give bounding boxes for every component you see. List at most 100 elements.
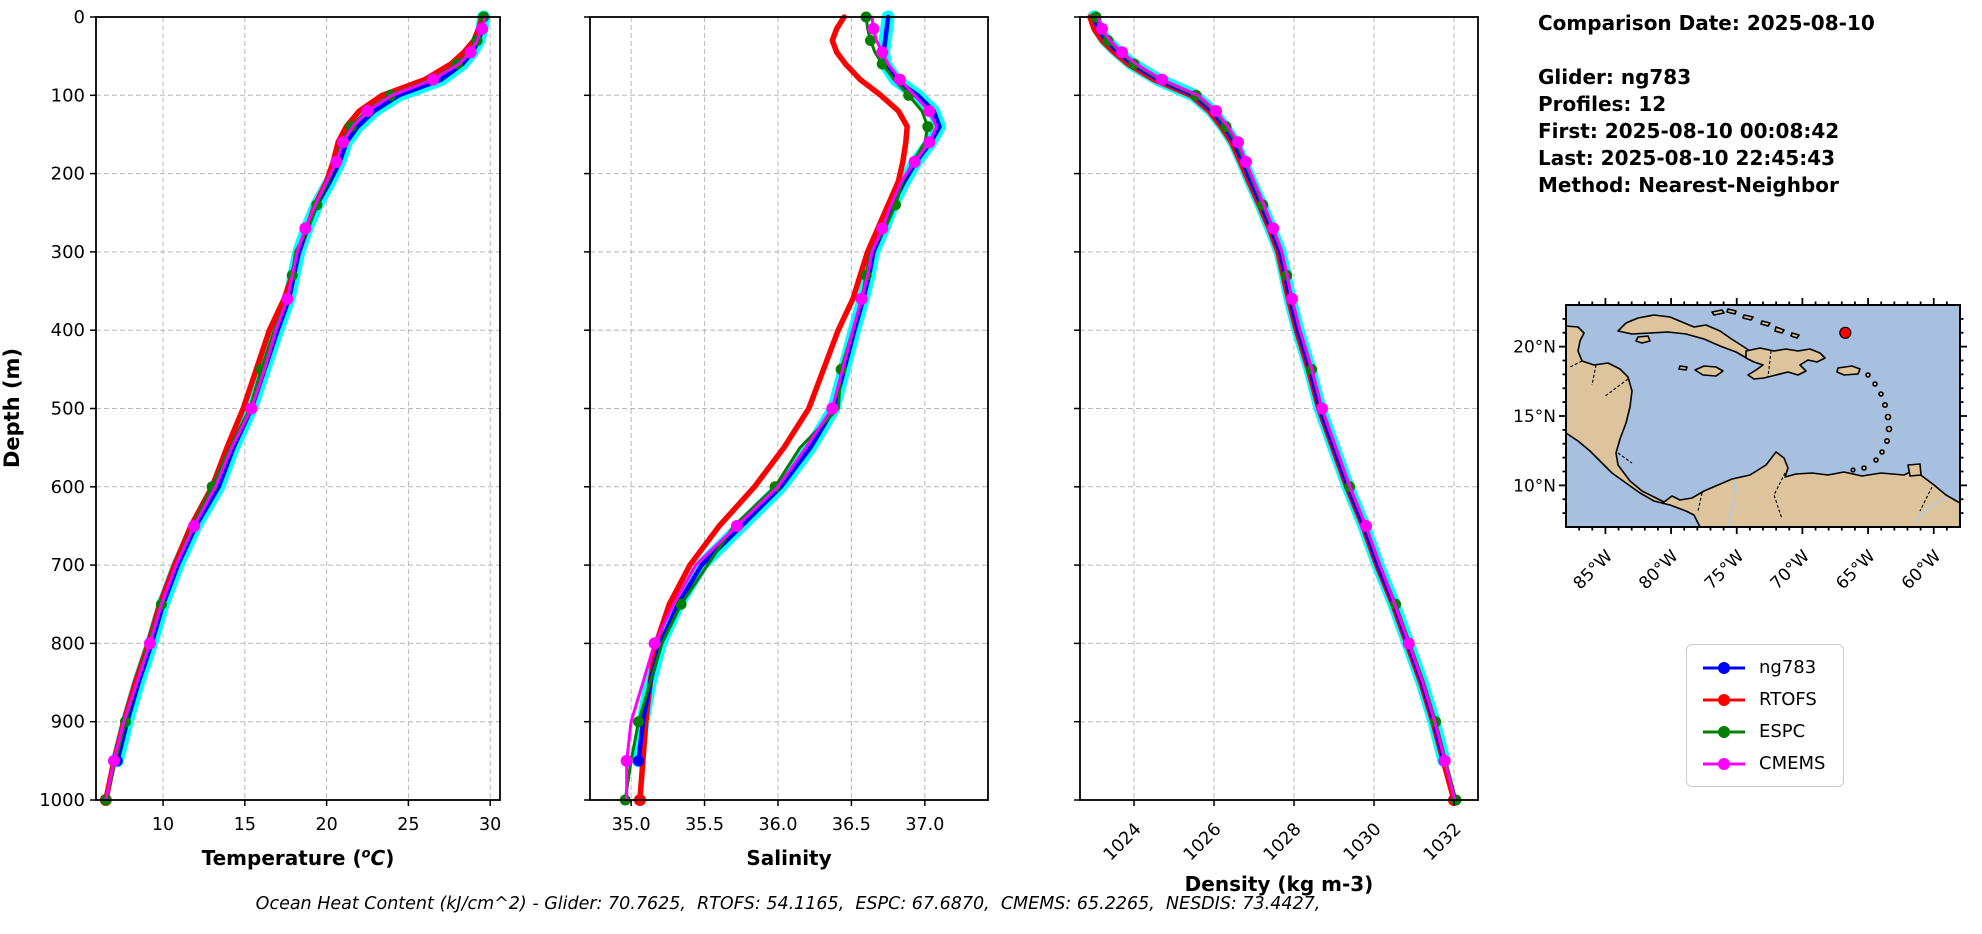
salinity-glider-envelope (632, 10, 946, 768)
legend-label: ESPC (1759, 721, 1806, 742)
location-map-canvas: 85°W 80°W 75°W 70°W 65°W 60°W 20°N 15°N 10°N (1513, 298, 1967, 594)
temperature-axis-label-prefix: Temperature ( (201, 846, 362, 870)
map-country-borders (1569, 350, 1933, 520)
ng783-legend-swatch-icon (1703, 661, 1745, 674)
density-xtick-label: 1030 (1340, 819, 1386, 865)
CMEMS-density-marker (1210, 104, 1222, 117)
density-profile-plot: 1024 1026 1028 1030 1032 (1074, 10, 1479, 865)
glider-location-marker (1839, 326, 1852, 339)
density-ticks (1074, 16, 1455, 806)
temperature-xtick-label: 15 (234, 815, 256, 835)
location-map: 85°W 80°W 75°W 70°W 65°W 60°W 20°N 15°N 10°N (1513, 298, 1967, 594)
map-lesser-antilles (1850, 372, 1893, 473)
rtofs-legend-swatch-icon (1703, 693, 1745, 706)
depth-tick-label: 500 (51, 399, 85, 420)
CMEMS-salinity-marker (855, 292, 868, 305)
CMEMS-salinity-marker (867, 22, 880, 35)
legend-item-rtofs: RTOFS (1701, 689, 1825, 710)
salinity-xtick-label: 36.5 (832, 815, 871, 835)
CMEMS-temperature-marker (245, 402, 258, 415)
temperature-axis-label-suffix: ) (385, 846, 395, 870)
CMEMS-salinity-marker (923, 136, 936, 149)
CMEMS-salinity-marker (826, 402, 839, 415)
salinity-xtick-label: 35.5 (685, 815, 724, 835)
CMEMS-density-marker (1096, 22, 1108, 35)
CMEMS-salinity-marker (876, 46, 889, 59)
salinity-xtick-label: 36.0 (759, 815, 798, 835)
map-latitude-label: 10°N (1513, 476, 1556, 496)
comparison-info-block: Comparison Date: 2025-08-10 Glider: ng78… (1538, 10, 1875, 199)
depth-tick-label: 100 (51, 85, 85, 106)
CMEMS-density-marker (1116, 46, 1128, 59)
espc-legend-swatch-icon (1703, 725, 1745, 738)
cmems-legend-swatch-icon (1703, 757, 1745, 770)
ESPC-salinity-marker (922, 121, 934, 133)
CMEMS-salinity-marker (620, 754, 633, 767)
map-isla-juventud (1635, 335, 1651, 344)
CMEMS-density-marker (1267, 222, 1280, 235)
legend: ng783 RTOFS ESPC CMEMS (1686, 644, 1845, 787)
info-spacer (1538, 37, 1875, 64)
CMEMS-density-marker (1240, 155, 1252, 168)
depth-tick-label: 200 (51, 164, 85, 185)
temperature-axis-label: Temperature (oC) (202, 846, 395, 870)
temperature-glider-envelope (110, 10, 491, 768)
depth-tick-label: 400 (51, 320, 85, 341)
temperature-axis-label-unit: C (370, 846, 386, 870)
map-longitude-label: 75°W (1701, 546, 1748, 593)
depth-tick-label: 700 (51, 555, 85, 576)
ng783-temperature-line (115, 14, 486, 764)
CMEMS-temperature-marker (336, 136, 349, 149)
CMEMS-salinity-marker (730, 519, 743, 532)
density-glider-envelope (1087, 10, 1451, 768)
map-tick-marks (1559, 298, 1967, 534)
CMEMS-temperature-marker (188, 519, 201, 532)
CMEMS-density-marker (1156, 73, 1168, 86)
map-hispaniola (1745, 347, 1826, 380)
CMEMS-temperature-marker (330, 155, 343, 168)
ocean-heat-content-text: Ocean Heat Content (kJ/cm^2) - Glider: 7… (255, 894, 1321, 914)
method-text: Method: Nearest-Neighbor (1538, 173, 1839, 197)
CMEMS-density-marker (1360, 519, 1372, 532)
CMEMS-temperature-marker (281, 292, 294, 305)
salinity-axis-label: Salinity (746, 846, 832, 870)
RTOFS-salinity-line (637, 14, 910, 803)
CMEMS-density-marker (1402, 637, 1415, 650)
depth-tick-label: 800 (51, 633, 85, 654)
density-xtick-label: 1032 (1420, 819, 1466, 865)
salinity-profile-plot: 35.0 35.5 36.0 36.5 37.0 (584, 10, 989, 835)
ESPC-salinity-marker (769, 481, 781, 493)
CMEMS-density-marker (1316, 402, 1328, 415)
profiles-count-text: Profiles: 12 (1538, 92, 1667, 116)
salinity-ticks (584, 16, 926, 806)
legend-label: CMEMS (1759, 753, 1826, 774)
depth-tick-label: 0 (74, 7, 85, 28)
temperature-ticks (90, 16, 491, 806)
map-jamaica (1694, 365, 1724, 377)
map-latitude-label: 20°N (1513, 338, 1556, 358)
ESPC-salinity-marker (675, 598, 687, 610)
CMEMS-salinity-marker (893, 73, 906, 86)
map-bahamas-cays (1678, 308, 1800, 371)
depth-tick-label: 600 (51, 477, 85, 498)
map-longitude-label: 80°W (1635, 546, 1682, 593)
map-longitude-label: 70°W (1767, 546, 1814, 593)
salinity-xtick-label: 35.0 (612, 815, 651, 835)
temperature-profile-plot: 10 15 20 25 30010020030040050060070080090010… (39, 7, 501, 835)
map-landmasses (1565, 308, 1961, 528)
CMEMS-temperature-marker (143, 637, 156, 650)
density-xtick-label: 1028 (1260, 819, 1306, 865)
legend-item-cmems: CMEMS (1701, 753, 1825, 774)
ng783-salinity-marker (632, 755, 644, 767)
map-trinidad (1907, 463, 1922, 477)
legend-item-espc: ESPC (1701, 721, 1825, 742)
temperature-axis-label-sup: o (361, 846, 371, 862)
temperature-xtick-label: 20 (315, 815, 337, 835)
CMEMS-temperature-marker (476, 22, 489, 35)
ESPC-salinity-marker (865, 34, 877, 46)
ESPC-salinity-marker (632, 716, 644, 728)
legend-label: ng783 (1759, 657, 1817, 678)
map-longitude-label: 65°W (1832, 546, 1879, 593)
CMEMS-temperature-marker (426, 73, 439, 86)
